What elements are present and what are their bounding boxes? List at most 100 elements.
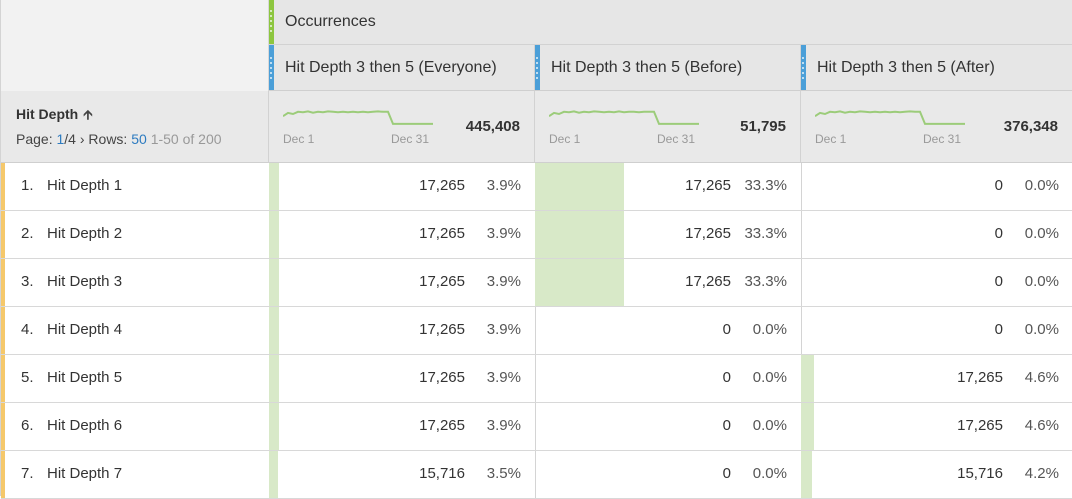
dimension-cell[interactable]: 2. Hit Depth 2 xyxy=(1,211,270,258)
percent-bar xyxy=(269,163,279,210)
metric-value: 0 xyxy=(994,225,1003,242)
metric-percent: 3.5% xyxy=(486,465,521,482)
summary-total: 51,795 xyxy=(740,118,786,135)
row-number: 4. xyxy=(21,321,34,338)
table-row[interactable]: 4. Hit Depth 4 17,265 3.9% 0 0.0% 0 0.0% xyxy=(1,307,1072,355)
table-row[interactable]: 2. Hit Depth 2 17,265 3.9% 17,265 33.3% 0 0.0% xyxy=(1,211,1072,259)
rows-range: 1-50 of 200 xyxy=(150,131,222,147)
row-label: Hit Depth 1 xyxy=(47,177,123,194)
rows-label: Rows: xyxy=(88,131,128,147)
segment-label: Hit Depth 3 then 5 (After) xyxy=(817,59,995,76)
segment-header-after[interactable]: Hit Depth 3 then 5 (After) xyxy=(801,45,1072,91)
metric-percent: 3.9% xyxy=(486,273,521,290)
metric-cell[interactable]: 17,265 33.3% xyxy=(535,163,802,210)
table-row[interactable]: 3. Hit Depth 3 17,265 3.9% 17,265 33.3% 0 0.0% xyxy=(1,259,1072,307)
table-row[interactable]: 7. Hit Depth 7 15,716 3.5% 0 0.0% 15,716 4.2% xyxy=(1,451,1072,499)
metric-percent: 4.6% xyxy=(1024,417,1059,434)
chevron-right-icon[interactable]: › xyxy=(79,131,85,147)
row-label: Hit Depth 3 xyxy=(47,273,123,290)
metric-cell[interactable]: 17,265 33.3% xyxy=(535,259,802,306)
segment-header-everyone[interactable]: Hit Depth 3 then 5 (Everyone) xyxy=(269,45,535,91)
rows-per-page-link[interactable]: 50 xyxy=(131,131,147,147)
sort-up-arrow-icon[interactable]: 🡩 xyxy=(83,107,93,122)
metric-value: 17,265 xyxy=(957,417,1003,434)
metric-cell[interactable]: 17,265 33.3% xyxy=(535,211,802,258)
metric-cell[interactable]: 17,265 3.9% xyxy=(269,163,536,210)
row-label: Hit Depth 2 xyxy=(47,225,123,242)
summary-cell: Dec 1 Dec 31 376,348 xyxy=(801,91,1072,163)
metric-cell[interactable]: 17,265 3.9% xyxy=(269,403,536,450)
metric-cell[interactable]: 17,265 3.9% xyxy=(269,259,536,306)
sparkline-start-label: Dec 1 xyxy=(549,132,581,146)
metric-value: 17,265 xyxy=(957,369,1003,386)
metric-cell[interactable]: 0 0.0% xyxy=(801,307,1072,354)
dimension-title-button[interactable]: Hit Depth 🡩 xyxy=(16,106,93,128)
metric-value: 15,716 xyxy=(419,465,465,482)
metric-percent: 0.0% xyxy=(1024,273,1059,290)
row-accent-bar xyxy=(1,451,5,498)
metric-percent: 0.0% xyxy=(752,369,787,386)
metric-percent: 33.3% xyxy=(744,225,787,242)
metric-percent: 3.9% xyxy=(486,369,521,386)
metric-percent: 0.0% xyxy=(1024,321,1059,338)
dimension-cell[interactable]: 4. Hit Depth 4 xyxy=(1,307,270,354)
segment-drag-handle[interactable] xyxy=(801,45,806,90)
row-accent-bar xyxy=(1,307,5,354)
metric-percent: 33.3% xyxy=(744,177,787,194)
metric-value: 0 xyxy=(722,417,731,434)
segment-header-before[interactable]: Hit Depth 3 then 5 (Before) xyxy=(535,45,801,91)
metric-header[interactable]: Occurrences xyxy=(269,0,1072,45)
percent-bar xyxy=(269,355,279,402)
metric-cell[interactable]: 15,716 3.5% xyxy=(269,451,536,498)
dimension-cell[interactable]: 3. Hit Depth 3 xyxy=(1,259,270,306)
dimension-cell[interactable]: 7. Hit Depth 7 xyxy=(1,451,270,498)
metric-cell[interactable]: 17,265 4.6% xyxy=(801,355,1072,402)
percent-bar xyxy=(801,451,812,498)
dimension-cell[interactable]: 5. Hit Depth 5 xyxy=(1,355,270,402)
metric-cell[interactable]: 17,265 3.9% xyxy=(269,355,536,402)
row-label: Hit Depth 6 xyxy=(47,417,123,434)
metric-title: Occurrences xyxy=(285,13,376,30)
metric-cell[interactable]: 0 0.0% xyxy=(535,355,802,402)
summary-total: 376,348 xyxy=(1003,118,1058,135)
row-accent-bar xyxy=(1,355,5,402)
metric-percent: 0.0% xyxy=(752,321,787,338)
dimension-title: Hit Depth xyxy=(16,106,79,122)
dimension-header: Hit Depth 🡩 Page: 1/4 › Rows: 50 1-50 of … xyxy=(1,91,269,163)
metric-percent: 3.9% xyxy=(486,225,521,242)
row-number: 5. xyxy=(21,369,34,386)
percent-bar xyxy=(801,403,814,450)
page-current-link[interactable]: 1 xyxy=(56,131,65,147)
metric-cell[interactable]: 0 0.0% xyxy=(801,163,1072,210)
segment-drag-handle[interactable] xyxy=(535,45,540,90)
percent-bar xyxy=(535,211,624,258)
metric-value: 17,265 xyxy=(685,273,731,290)
dimension-cell[interactable]: 6. Hit Depth 6 xyxy=(1,403,270,450)
metric-cell[interactable]: 17,265 3.9% xyxy=(269,211,536,258)
segment-drag-handle[interactable] xyxy=(269,45,274,90)
metric-cell[interactable]: 0 0.0% xyxy=(801,259,1072,306)
sparkline xyxy=(815,110,965,125)
percent-bar xyxy=(269,307,279,354)
metric-value: 0 xyxy=(722,369,731,386)
metric-cell[interactable]: 17,265 3.9% xyxy=(269,307,536,354)
row-label: Hit Depth 4 xyxy=(47,321,123,338)
metric-cell[interactable]: 0 0.0% xyxy=(535,451,802,498)
table-row[interactable]: 5. Hit Depth 5 17,265 3.9% 0 0.0% 17,265 4.6% xyxy=(1,355,1072,403)
metric-value: 17,265 xyxy=(419,321,465,338)
metric-cell[interactable]: 0 0.0% xyxy=(535,307,802,354)
metric-percent: 4.2% xyxy=(1024,465,1059,482)
metric-percent: 3.9% xyxy=(486,321,521,338)
metric-cell[interactable]: 15,716 4.2% xyxy=(801,451,1072,498)
segment-label: Hit Depth 3 then 5 (Everyone) xyxy=(285,59,497,76)
metric-drag-handle[interactable] xyxy=(269,0,274,44)
sparkline-trend xyxy=(549,110,699,125)
metric-value: 0 xyxy=(994,177,1003,194)
metric-cell[interactable]: 17,265 4.6% xyxy=(801,403,1072,450)
metric-cell[interactable]: 0 0.0% xyxy=(801,211,1072,258)
metric-cell[interactable]: 0 0.0% xyxy=(535,403,802,450)
table-row[interactable]: 6. Hit Depth 6 17,265 3.9% 0 0.0% 17,265 4.6% xyxy=(1,403,1072,451)
table-row[interactable]: 1. Hit Depth 1 17,265 3.9% 17,265 33.3% 0 0.0% xyxy=(1,163,1072,211)
sparkline xyxy=(283,110,433,125)
dimension-cell[interactable]: 1. Hit Depth 1 xyxy=(1,163,270,210)
